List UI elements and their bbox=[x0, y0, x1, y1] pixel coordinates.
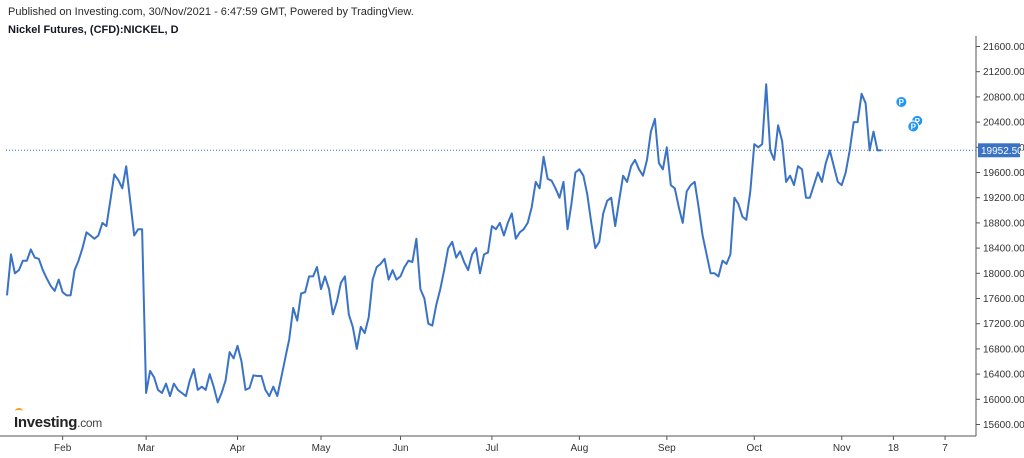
published-info: Published on Investing.com, 30/Nov/2021 … bbox=[8, 6, 414, 18]
x-tick-label: Jul bbox=[486, 443, 499, 454]
price-series-line bbox=[6, 83, 882, 404]
y-tick-label: 16800.00 bbox=[983, 344, 1024, 355]
y-tick-label: 18000.00 bbox=[983, 269, 1024, 280]
x-tick-label: Sep bbox=[658, 443, 676, 454]
y-tick-label: 20400.00 bbox=[983, 118, 1024, 129]
y-tick-label: 17200.00 bbox=[983, 319, 1024, 330]
logo-suffix: .com bbox=[77, 416, 102, 430]
series-layer bbox=[6, 83, 882, 404]
event-marker-label: P bbox=[915, 117, 921, 126]
x-tick-label: Jun bbox=[392, 443, 408, 454]
y-tick-label: 19200.00 bbox=[983, 193, 1024, 204]
y-tick-label: 21200.00 bbox=[983, 67, 1024, 78]
y-tick-label: 21600.00 bbox=[983, 42, 1024, 53]
event-marker bbox=[907, 120, 920, 133]
y-tick-label: 18800.00 bbox=[983, 218, 1024, 229]
event-marker bbox=[895, 95, 908, 108]
marker-layer: PPP bbox=[895, 95, 924, 133]
x-tick-label: Aug bbox=[570, 443, 588, 454]
last-price-line-layer: 19952.50 bbox=[6, 143, 1023, 158]
x-tick-label: 7 bbox=[942, 443, 948, 454]
chart-title: Nickel Futures, (CFD):NICKEL, D bbox=[8, 24, 179, 36]
y-tick-label: 18400.00 bbox=[983, 244, 1024, 255]
event-marker-label: P bbox=[911, 123, 917, 132]
axis-layer: 15600.00 16000.00 16400.00 16800.00 17200.00… bbox=[0, 36, 1024, 454]
y-tick-label: 16400.00 bbox=[983, 370, 1024, 381]
x-tick-label: Nov bbox=[833, 443, 851, 454]
x-tick-label: Feb bbox=[54, 443, 72, 454]
logo-brand: Investing bbox=[14, 414, 78, 431]
y-tick-label: 15600.00 bbox=[983, 420, 1024, 431]
investing-logo[interactable]: Investing.com bbox=[14, 408, 102, 431]
x-tick-label: Apr bbox=[230, 443, 246, 454]
last-price-label-bg bbox=[978, 143, 1020, 158]
y-tick-label: 20800.00 bbox=[983, 92, 1024, 103]
x-tick-label: 18 bbox=[888, 443, 900, 454]
last-price-label: 19952.50 bbox=[981, 146, 1023, 157]
y-tick-label: 17600.00 bbox=[983, 294, 1024, 305]
y-tick-label: 19600.00 bbox=[983, 168, 1024, 179]
y-tick-label: 16000.00 bbox=[983, 395, 1024, 406]
x-tick-label: Oct bbox=[746, 443, 762, 454]
event-marker-label: P bbox=[899, 98, 905, 107]
logo-swoosh-icon bbox=[15, 408, 23, 414]
x-tick-label: Mar bbox=[138, 443, 156, 454]
x-tick-label: May bbox=[312, 443, 331, 454]
